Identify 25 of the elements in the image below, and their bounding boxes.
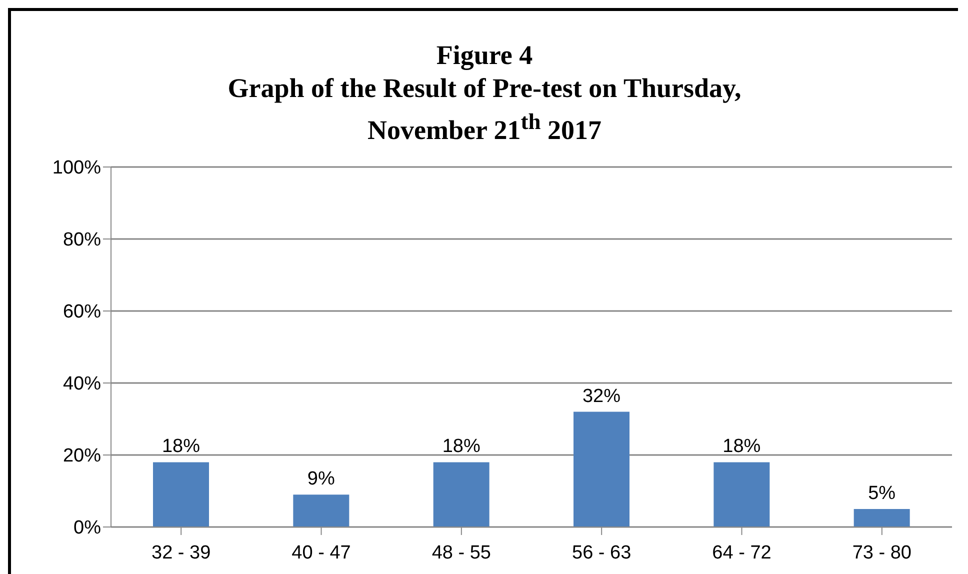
x-tick-label: 73 - 80 bbox=[852, 542, 912, 564]
y-tick-label: 20% bbox=[62, 446, 102, 467]
data-label: 9% bbox=[307, 468, 335, 490]
data-label: 32% bbox=[582, 386, 621, 407]
x-tick-label: 32 - 39 bbox=[152, 542, 211, 564]
bar bbox=[854, 509, 910, 527]
bar bbox=[574, 412, 630, 527]
y-tick-label: 0% bbox=[74, 518, 102, 539]
chart-title: Figure 4 Graph of the Result of Pre-test on Thursday, November 21$^{th}$ 2017 bbox=[226, 39, 742, 147]
bar bbox=[433, 462, 490, 527]
x-tick-label: 56 - 63 bbox=[572, 542, 632, 564]
x-tick-label: 64 - 72 bbox=[712, 542, 772, 564]
bar bbox=[293, 494, 350, 527]
y-tick-label: 80% bbox=[62, 230, 102, 251]
y-tick-label: 40% bbox=[62, 374, 102, 395]
data-label: 5% bbox=[868, 483, 896, 504]
bar bbox=[714, 462, 770, 527]
data-label: 18% bbox=[442, 436, 480, 458]
x-tick-label: 48 - 55 bbox=[432, 542, 491, 564]
bar bbox=[153, 462, 209, 527]
y-tick-label: 100% bbox=[52, 158, 102, 179]
data-label: 18% bbox=[162, 436, 200, 458]
data-label: 18% bbox=[722, 436, 761, 458]
x-tick-label: 40 - 47 bbox=[292, 542, 351, 564]
y-tick-label: 60% bbox=[62, 302, 102, 323]
